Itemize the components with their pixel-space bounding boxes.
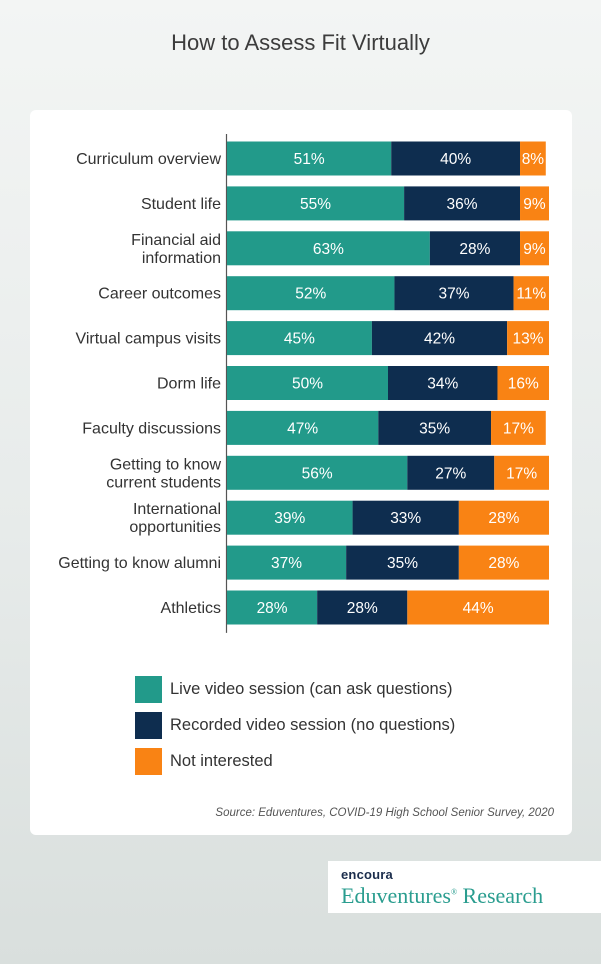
legend-item-recorded: Recorded video session (no questions) [135,712,455,739]
bar-live-virtual-campus-visits [227,321,372,356]
data-label-not-interested-curriculum-overview: 8% [522,151,545,168]
category-label-dorm-life: Dorm life [157,376,221,393]
brand-eduventures-name: Eduventures [341,883,451,908]
legend-swatch-not-interested [135,748,162,775]
bar-live-career-outcomes [227,276,395,311]
data-label-recorded-curriculum-overview: 40% [440,151,471,168]
data-label-not-interested-financial-aid-information: 9% [523,241,546,258]
data-label-live-financial-aid-information: 63% [313,241,344,258]
chart-card: 51% 40% 8% Curriculum overview 55% 36% 9% Stude… [30,110,572,835]
legend-label-live: Live video session (can ask questions) [170,680,453,698]
legend-label-recorded: Recorded video session (no questions) [170,716,456,734]
data-label-recorded-faculty-discussions: 35% [419,420,450,437]
bar-not-interested-athletics [407,590,549,625]
data-label-recorded-student-life: 36% [447,196,478,213]
data-label-recorded-getting-to-know-current-students: 27% [435,465,466,482]
data-label-recorded-career-outcomes: 37% [438,286,469,303]
data-label-live-career-outcomes: 52% [295,286,326,303]
data-label-live-faculty-discussions: 47% [287,420,318,437]
bar-live-dorm-life [227,366,388,400]
brand-registered-mark: ® [450,887,458,897]
data-label-live-dorm-life: 50% [292,376,323,393]
legend-label-not-interested: Not interested [170,752,273,770]
category-label-athletics: Athletics [161,600,221,617]
bar-recorded-faculty-discussions [378,410,492,445]
bar-not-interested-getting-to-know-alumni [458,545,549,580]
bar-live-financial-aid-information [227,231,430,266]
category-label-virtual-campus-visits: Virtual campus visits [75,331,221,348]
data-label-not-interested-getting-to-know-current-students: 17% [506,465,537,482]
bar-not-interested-international-opportunities [458,500,549,535]
bar-recorded-getting-to-know-current-students [407,455,495,490]
data-label-live-athletics: 28% [257,600,288,617]
data-label-live-getting-to-know-current-students: 56% [302,465,333,482]
data-label-live-curriculum-overview: 51% [294,151,325,168]
bar-live-international-opportunities [227,500,353,535]
data-label-not-interested-athletics: 44% [463,600,494,617]
data-label-live-virtual-campus-visits: 45% [284,331,315,348]
brand-eduventures: Eduventures® Research [341,883,543,909]
bar-recorded-international-opportunities [352,500,459,535]
legend-item-live: Live video session (can ask questions) [135,676,452,703]
bar-not-interested-getting-to-know-current-students [494,455,549,490]
category-label-student-life: Student life [141,196,221,213]
bar-not-interested-virtual-campus-visits [507,321,549,356]
category-label-getting-to-know-alumni: Getting to know alumni [58,555,221,572]
bar-not-interested-financial-aid-information [520,231,549,266]
category-label-faculty-discussions: Faculty discussions [82,420,221,437]
data-label-not-interested-getting-to-know-alumni: 28% [488,555,519,572]
data-label-live-international-opportunities: 39% [274,510,305,527]
data-label-live-student-life: 55% [300,196,331,213]
bar-live-curriculum-overview [227,141,392,176]
category-label-financial-aid-information: Financial aid information [131,232,221,267]
bar-recorded-dorm-life [388,366,498,400]
category-label-curriculum-overview: Curriculum overview [76,151,221,168]
bar-not-interested-student-life [520,186,549,221]
data-label-not-interested-dorm-life: 16% [508,376,539,393]
bar-live-athletics [227,590,318,625]
data-label-recorded-getting-to-know-alumni: 35% [387,555,418,572]
data-label-recorded-international-opportunities: 33% [390,510,421,527]
brand-logo: encoura Eduventures® Research [328,861,601,913]
data-label-not-interested-faculty-discussions: 17% [503,420,534,437]
bar-not-interested-curriculum-overview [520,141,546,176]
data-label-not-interested-international-opportunities: 28% [488,510,519,527]
brand-research: Research [462,883,544,908]
bar-live-getting-to-know-alumni [227,545,347,580]
brand-encoura: encoura [341,867,393,882]
bar-not-interested-dorm-life [497,366,549,400]
data-label-not-interested-virtual-campus-visits: 13% [513,331,544,348]
bar-recorded-athletics [317,590,408,625]
bar-not-interested-career-outcomes [513,276,549,311]
bar-recorded-career-outcomes [394,276,514,311]
bar-recorded-curriculum-overview [391,141,521,176]
legend-swatch-live [135,676,162,703]
legend-item-not-interested: Not interested [135,748,273,775]
category-label-career-outcomes: Career outcomes [98,286,221,303]
source-note: Source: Eduventures, COVID-19 High Schoo… [215,807,554,819]
data-label-not-interested-career-outcomes: 11% [516,286,546,303]
data-label-recorded-athletics: 28% [347,600,378,617]
data-label-recorded-financial-aid-information: 28% [459,241,490,258]
category-label-getting-to-know-current-students: Getting to know current students [106,456,221,491]
bar-recorded-virtual-campus-visits [371,321,508,356]
bar-live-faculty-discussions [227,410,379,445]
bar-not-interested-faculty-discussions [491,410,546,445]
data-label-not-interested-student-life: 9% [523,196,546,213]
data-label-live-getting-to-know-alumni: 37% [271,555,302,572]
data-label-recorded-virtual-campus-visits: 42% [424,331,455,348]
bar-recorded-financial-aid-information [429,231,521,266]
chart-title: How to Assess Fit Virtually [171,30,430,55]
stacked-bar-chart: 51% 40% 8% Curriculum overview 55% 36% 9% Stude… [58,134,549,633]
category-label-international-opportunities: International opportunities [129,501,221,536]
bar-live-getting-to-know-current-students [227,455,408,490]
data-label-recorded-dorm-life: 34% [427,376,458,393]
bar-recorded-getting-to-know-alumni [346,545,459,580]
legend-swatch-recorded [135,712,162,739]
bar-recorded-student-life [404,186,521,221]
bar-live-student-life [227,186,405,221]
